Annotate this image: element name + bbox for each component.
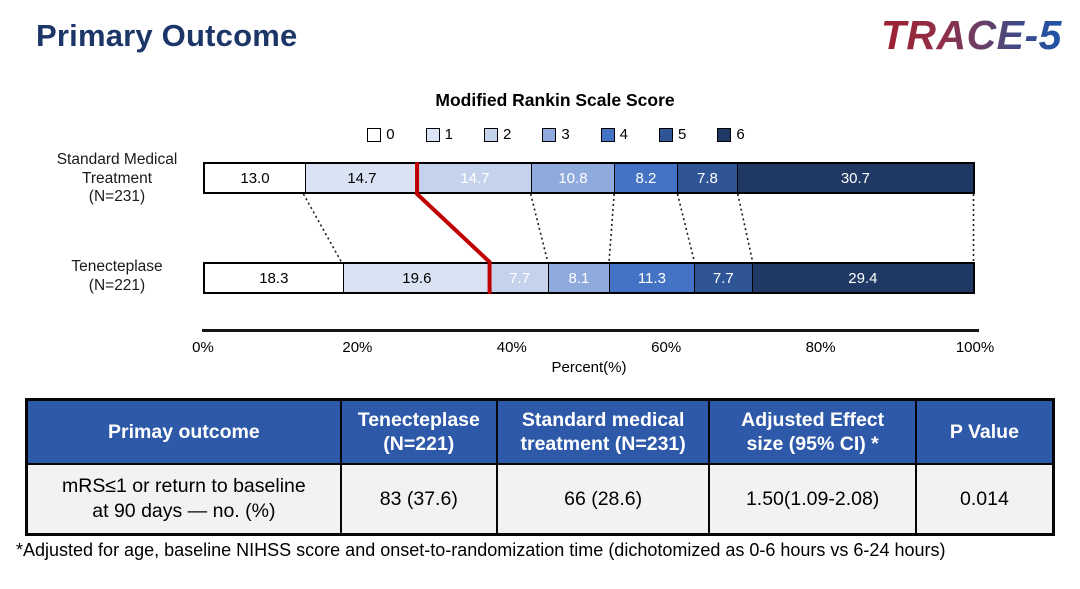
table-cell: 1.50(1.09-2.08) [708,463,917,536]
table-cell: 66 (28.6) [495,463,711,536]
legend-swatch [717,127,732,142]
legend-label: 2 [502,126,512,143]
legend-item-6: 6 [717,126,745,143]
dotted-connector-line [529,193,549,263]
legend-label: 6 [736,126,745,143]
legend-label: 3 [561,126,570,143]
page-title: Primary Outcome [36,18,298,53]
bar-segment-mrs-6: 29.4 [751,264,973,292]
bar-segment-mrs-0: 18.3 [205,264,343,292]
chart-title: Modified Rankin Scale Score [435,90,675,110]
legend-label: 5 [678,126,687,143]
x-axis-line [202,329,979,332]
legend-swatch [542,127,557,142]
legend-item-2: 2 [483,126,512,143]
bar-segment-mrs-2: 14.7 [417,164,531,192]
chart-plot-area: 13.0 14.7 14.7 10.8 8.2 7.8 30.7 18.3 19.6 7.7 8.… [203,162,975,294]
x-axis-tick-100%: 100% [955,339,995,356]
x-axis-tick-20%: 20% [342,339,373,356]
bar-row-label-tenecteplase: Tenecteplase (N=221) [71,258,163,294]
bar-row-label-standard-medical-treatment: Standard Medical Treatment (N=231) [56,151,178,205]
table-header-cell: P Value [914,398,1055,465]
dotted-connector-line [676,193,696,263]
x-axis-ticks: 0% 20% 40% 60% 80% 100% [192,339,994,357]
x-axis-tick-40%: 40% [496,339,527,356]
bar-segment-mrs-3: 10.8 [530,164,614,192]
table-header-cell: Adjusted Effect size (95% CI) * [708,398,917,465]
table-cell: 0.014 [914,463,1055,536]
legend-item-5: 5 [659,126,686,143]
trace5-logo: TRACE-5 [880,12,1062,58]
x-axis-label: Percent(%) [551,359,627,376]
legend-label: 1 [444,126,453,143]
legend-swatch [659,127,674,142]
x-axis-tick-80%: 80% [805,339,836,356]
table-header-row: Primay outcome Tenecteplase (N=221) Standa… [25,398,1055,465]
legend-item-0: 0 [367,126,395,143]
legend-item-3: 3 [542,126,570,143]
chart-legend: 0 1 2 3 4 5 6 [170,126,942,143]
bar-segment-mrs-1: 14.7 [304,164,418,192]
bar-standard-medical-treatment: 13.0 14.7 14.7 10.8 8.2 7.8 30.7 [203,162,975,194]
legend-swatch [483,127,498,142]
table-row: mRS≤1 or return to baseline at 90 days —… [25,463,1055,536]
table-header-cell: Standard medical treatment (N=231) [495,398,711,465]
table-header-cell: Tenecteplase (N=221) [339,398,498,465]
table-cell: 83 (37.6) [339,463,498,536]
legend-swatch [367,127,382,142]
footnote: *Adjusted for age, baseline NIHSS score … [16,540,946,560]
legend-swatch [600,127,615,142]
bar-segment-mrs-1: 19.6 [342,264,491,292]
results-table: Primay outcome Tenecteplase (N=221) Standa… [25,398,1055,536]
bar-segment-mrs-2: 7.7 [490,264,548,292]
dotted-connector-line [302,193,343,263]
legend-label: 0 [386,126,395,143]
legend-label: 4 [619,126,629,143]
bar-segment-mrs-4: 11.3 [608,264,694,292]
x-axis-tick-0%: 0% [192,339,214,356]
table-header-cell: Primay outcome [25,398,342,465]
dotted-connector-line [736,193,754,263]
dotted-connector-line [608,193,615,263]
legend-item-4: 4 [600,126,629,143]
legend-swatch [425,127,440,142]
bar-segment-mrs-6: 30.7 [736,164,973,192]
legend-item-1: 1 [425,126,453,143]
bar-segment-mrs-5: 7.8 [676,164,737,192]
bar-segment-mrs-5: 7.7 [693,264,752,292]
table-cell: mRS≤1 or return to baseline at 90 days —… [25,463,342,536]
x-axis-tick-60%: 60% [651,339,682,356]
bar-segment-mrs-4: 8.2 [613,164,677,192]
bar-tenecteplase: 18.3 19.6 7.7 8.1 11.3 7.7 29.4 [203,262,975,294]
bar-segment-mrs-0: 13.0 [205,164,305,192]
bar-segment-mrs-3: 8.1 [547,264,609,292]
